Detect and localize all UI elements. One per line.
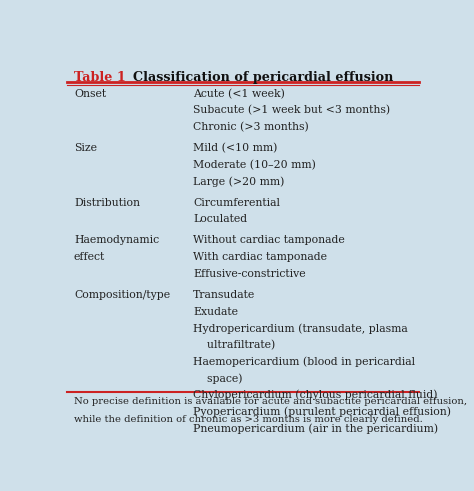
Text: Size: Size	[74, 143, 97, 153]
Text: Pyopericardium (purulent pericardial effusion): Pyopericardium (purulent pericardial eff…	[193, 407, 451, 417]
Text: Chronic (>3 months): Chronic (>3 months)	[193, 122, 309, 133]
Text: Pneumopericardium (air in the pericardium): Pneumopericardium (air in the pericardiu…	[193, 423, 438, 434]
Text: Haemopericardium (blood in pericardial: Haemopericardium (blood in pericardial	[193, 356, 415, 367]
Text: No precise definition is available for acute and subacute pericardial effusion,: No precise definition is available for a…	[74, 397, 467, 406]
Text: Transudate: Transudate	[193, 290, 255, 300]
Text: Distribution: Distribution	[74, 198, 140, 208]
Text: Onset: Onset	[74, 89, 106, 99]
Text: Chylopericardium (chylous pericardial fluid): Chylopericardium (chylous pericardial fl…	[193, 390, 438, 400]
Text: Haemodynamic: Haemodynamic	[74, 236, 159, 246]
Text: space): space)	[193, 373, 243, 383]
Text: Subacute (>1 week but <3 months): Subacute (>1 week but <3 months)	[193, 106, 391, 116]
Text: Moderate (10–20 mm): Moderate (10–20 mm)	[193, 160, 316, 170]
Text: effect: effect	[74, 252, 105, 262]
Text: Effusive-constrictive: Effusive-constrictive	[193, 269, 306, 279]
Text: Acute (<1 week): Acute (<1 week)	[193, 89, 285, 99]
Text: while the definition of chronic as >3 months is more clearly defined.: while the definition of chronic as >3 mo…	[74, 415, 423, 424]
Text: Loculated: Loculated	[193, 214, 247, 224]
Text: Classification of pericardial effusion: Classification of pericardial effusion	[124, 71, 393, 84]
Text: Hydropericardium (transudate, plasma: Hydropericardium (transudate, plasma	[193, 323, 408, 334]
Text: Circumferential: Circumferential	[193, 198, 280, 208]
Text: Exudate: Exudate	[193, 306, 238, 317]
Text: Table 1: Table 1	[74, 71, 126, 84]
Text: With cardiac tamponade: With cardiac tamponade	[193, 252, 328, 262]
Text: Mild (<10 mm): Mild (<10 mm)	[193, 143, 278, 154]
Text: Large (>20 mm): Large (>20 mm)	[193, 176, 285, 187]
Text: Composition/type: Composition/type	[74, 290, 170, 300]
Text: ultrafiltrate): ultrafiltrate)	[193, 340, 275, 350]
Text: Without cardiac tamponade: Without cardiac tamponade	[193, 236, 345, 246]
